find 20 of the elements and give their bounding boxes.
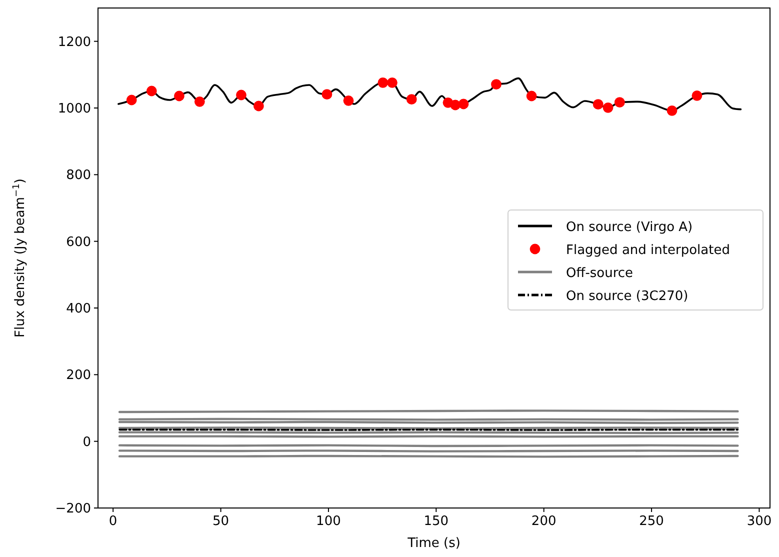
x-axis-title: Time (s) bbox=[406, 536, 460, 551]
legend-label: On source (3C270) bbox=[566, 289, 688, 304]
x-tick-label: 300 bbox=[746, 514, 772, 529]
y-tick-label: 400 bbox=[66, 302, 91, 316]
x-tick-label: 100 bbox=[316, 514, 341, 529]
legend-label: On source (Virgo A) bbox=[566, 220, 693, 235]
legend-label: Flagged and interpolated bbox=[566, 243, 730, 258]
y-tick-label: 800 bbox=[66, 168, 91, 184]
x-tick-label: 0 bbox=[108, 514, 118, 529]
x-tick-label: 150 bbox=[424, 514, 449, 529]
x-tick-label: 250 bbox=[639, 514, 664, 529]
y-tick-label: 1200 bbox=[58, 34, 91, 50]
x-tick-label: 200 bbox=[531, 514, 556, 529]
legend-label: Off-source bbox=[566, 266, 634, 281]
y-tick-label: −200 bbox=[55, 502, 91, 516]
x-tick-label: 50 bbox=[212, 514, 230, 529]
y-tick-label: 600 bbox=[66, 234, 91, 250]
y-tick-label: 0 bbox=[82, 434, 91, 450]
y-tick-label: 200 bbox=[66, 368, 91, 384]
y-tick-label: 1000 bbox=[58, 102, 91, 116]
